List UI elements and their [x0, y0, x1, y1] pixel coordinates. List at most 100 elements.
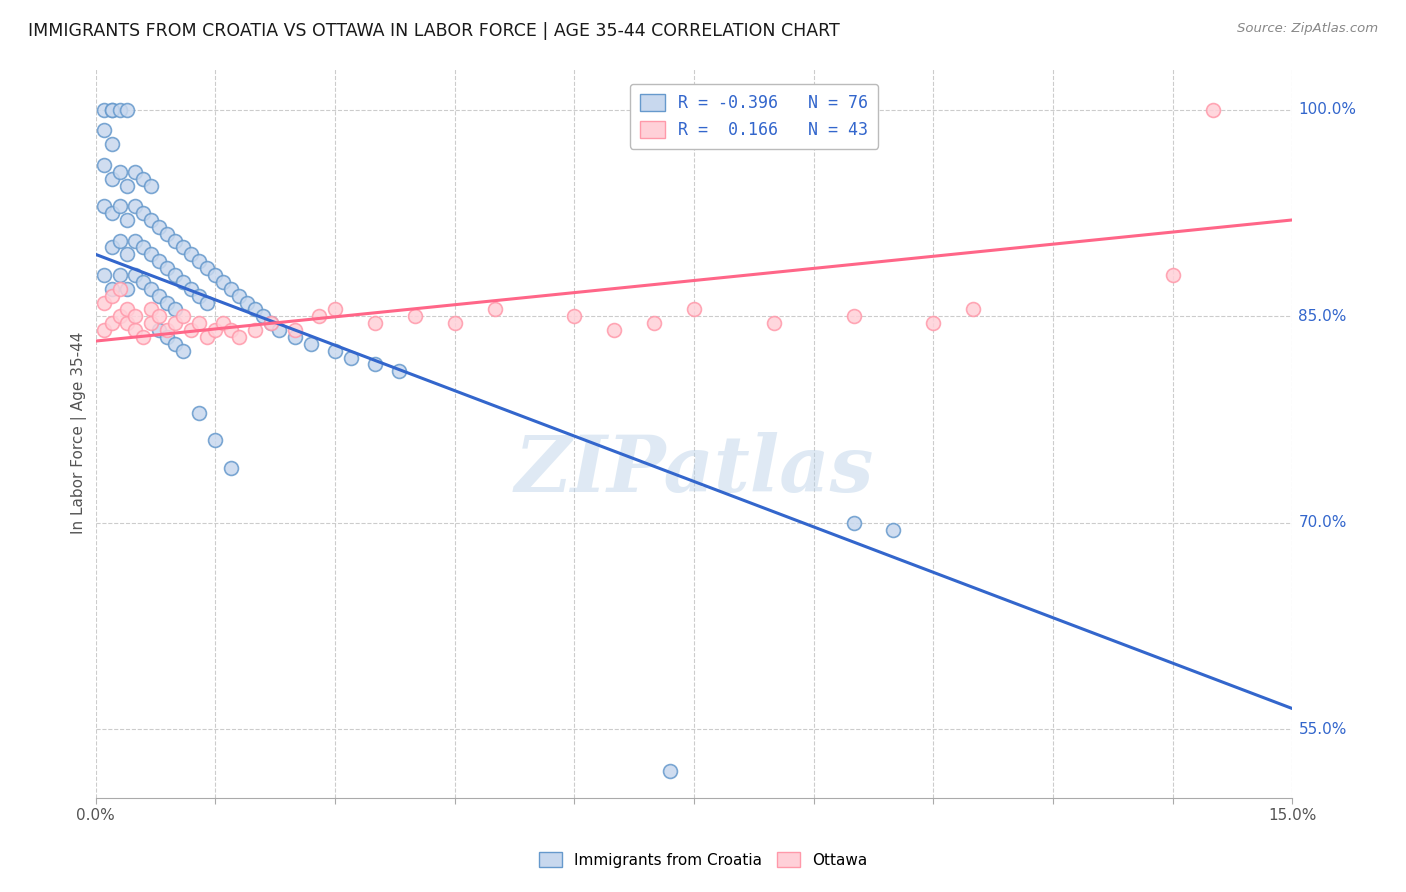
Point — [93, 123, 115, 137]
Point — [683, 302, 706, 317]
Point — [195, 261, 218, 276]
Point — [659, 764, 682, 778]
Text: ZIPatlas: ZIPatlas — [515, 432, 873, 508]
Point — [340, 351, 363, 365]
Point — [388, 364, 411, 378]
Point — [172, 343, 194, 358]
Point — [180, 323, 202, 337]
Point — [195, 295, 218, 310]
Point — [299, 336, 322, 351]
Point — [148, 323, 170, 337]
Point — [141, 247, 163, 261]
Point — [100, 240, 122, 254]
Point — [180, 282, 202, 296]
Point — [204, 433, 226, 447]
Point — [108, 234, 131, 248]
Point — [100, 288, 122, 302]
Point — [93, 323, 115, 337]
Point — [962, 302, 984, 317]
Point — [404, 310, 426, 324]
Point — [165, 268, 187, 282]
Point — [562, 310, 585, 324]
Point — [212, 275, 235, 289]
Text: 55.0%: 55.0% — [1298, 722, 1347, 737]
Point — [252, 310, 274, 324]
Point — [148, 288, 170, 302]
Point — [117, 316, 139, 330]
Point — [93, 103, 115, 117]
Point — [108, 310, 131, 324]
Point — [188, 316, 211, 330]
Point — [188, 406, 211, 420]
Point — [156, 330, 179, 344]
Point — [156, 227, 179, 241]
Point — [172, 240, 194, 254]
Point — [132, 171, 155, 186]
Point — [443, 316, 465, 330]
Point — [219, 323, 242, 337]
Point — [364, 316, 387, 330]
Point — [100, 103, 122, 117]
Text: 85.0%: 85.0% — [1298, 309, 1347, 324]
Legend: Immigrants from Croatia, Ottawa: Immigrants from Croatia, Ottawa — [531, 844, 875, 875]
Point — [148, 254, 170, 268]
Point — [228, 330, 250, 344]
Y-axis label: In Labor Force | Age 35-44: In Labor Force | Age 35-44 — [72, 332, 87, 534]
Point — [484, 302, 506, 317]
Point — [1161, 268, 1184, 282]
Point — [124, 199, 146, 213]
Point — [108, 103, 131, 117]
Point — [188, 288, 211, 302]
Point — [93, 295, 115, 310]
Point — [236, 295, 259, 310]
Point — [141, 213, 163, 227]
Text: IMMIGRANTS FROM CROATIA VS OTTAWA IN LABOR FORCE | AGE 35-44 CORRELATION CHART: IMMIGRANTS FROM CROATIA VS OTTAWA IN LAB… — [28, 22, 839, 40]
Point — [100, 103, 122, 117]
Point — [108, 165, 131, 179]
Point — [93, 158, 115, 172]
Point — [364, 358, 387, 372]
Point — [323, 343, 346, 358]
Point — [117, 247, 139, 261]
Point — [212, 316, 235, 330]
Point — [100, 316, 122, 330]
Point — [260, 316, 283, 330]
Point — [93, 268, 115, 282]
Text: Source: ZipAtlas.com: Source: ZipAtlas.com — [1237, 22, 1378, 36]
Point — [100, 206, 122, 220]
Point — [117, 302, 139, 317]
Point — [308, 310, 330, 324]
Point — [132, 240, 155, 254]
Point — [124, 310, 146, 324]
Point — [124, 165, 146, 179]
Point — [267, 323, 290, 337]
Point — [124, 323, 146, 337]
Point — [100, 282, 122, 296]
Point — [188, 254, 211, 268]
Point — [323, 302, 346, 317]
Point — [643, 316, 665, 330]
Point — [148, 219, 170, 234]
Point — [165, 234, 187, 248]
Point — [219, 282, 242, 296]
Point — [132, 275, 155, 289]
Point — [260, 316, 283, 330]
Point — [148, 310, 170, 324]
Point — [132, 330, 155, 344]
Point — [882, 523, 904, 537]
Point — [108, 282, 131, 296]
Point — [842, 516, 865, 530]
Point — [124, 268, 146, 282]
Point — [132, 206, 155, 220]
Point — [156, 261, 179, 276]
Point — [228, 288, 250, 302]
Point — [124, 234, 146, 248]
Point — [195, 330, 218, 344]
Point — [93, 199, 115, 213]
Point — [108, 268, 131, 282]
Point — [117, 213, 139, 227]
Point — [172, 310, 194, 324]
Point — [922, 316, 945, 330]
Point — [141, 178, 163, 193]
Point — [156, 323, 179, 337]
